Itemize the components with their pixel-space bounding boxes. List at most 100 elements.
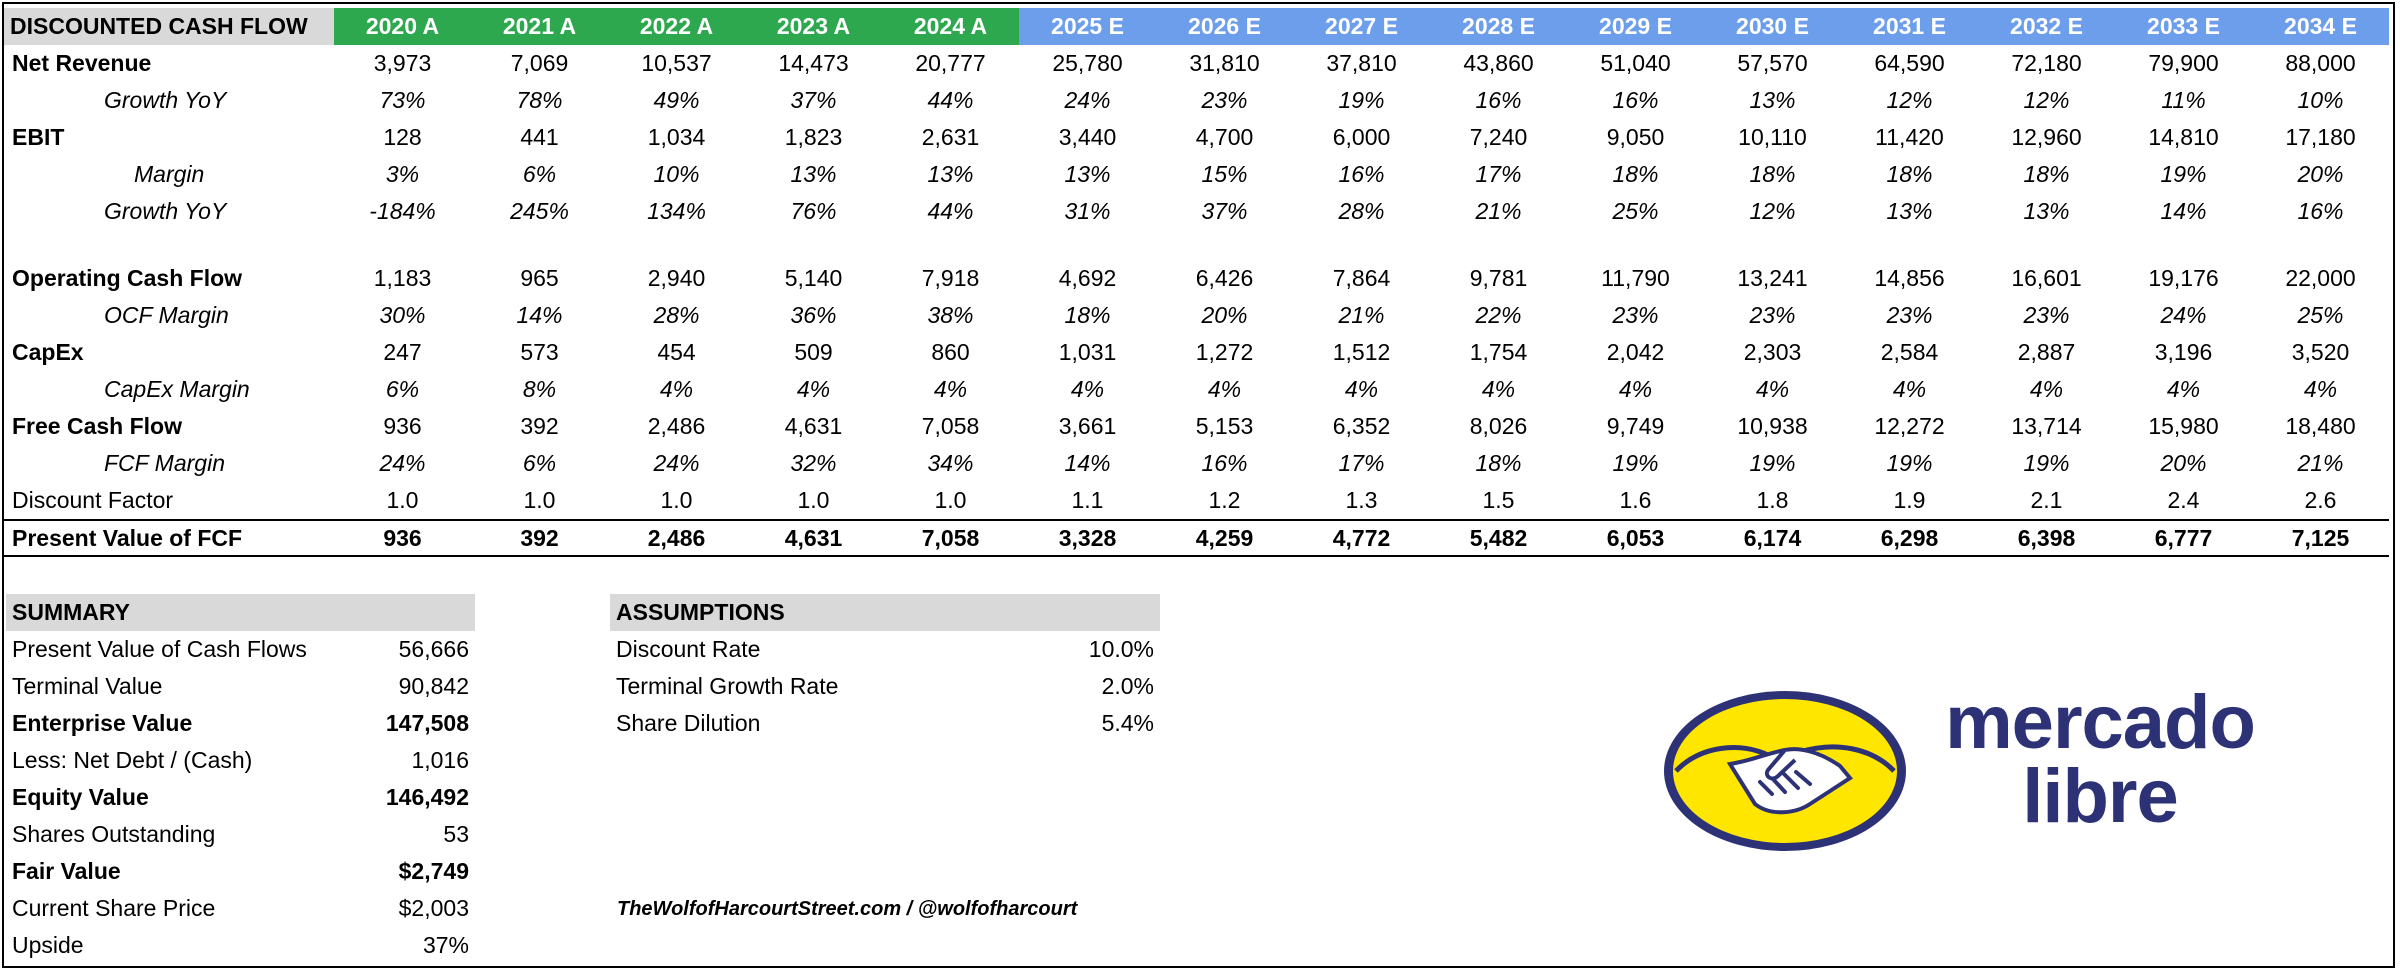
assumption-value: 2.0% [1101,673,1154,699]
value-cell: 6,352 [1332,413,1391,439]
row-label: OCF Margin [104,302,229,328]
value-cell: 3,328 [1019,519,1156,557]
summary-label: Equity Value [12,784,149,810]
summary-value: 147,508 [385,710,469,736]
value-cell: 12% [1886,87,1933,113]
value-cell: 25,780 [1052,50,1123,76]
spacer-row [4,230,2389,260]
value-cell: 19,176 [2148,265,2219,291]
value-cell: 4,772 [1293,519,1430,557]
value-cell: 2,631 [921,124,980,150]
summary-label: Terminal Value [12,673,163,699]
value-cell: 20% [2297,161,2344,187]
value-cell: 13% [927,161,974,187]
value-cell: 14,856 [1874,265,1945,291]
value-cell: 936 [383,413,422,439]
logo-line1: mercado [1945,680,2256,765]
value-cell: 23% [2023,302,2070,328]
year-header: 2032 E [1978,8,2115,45]
summary-label: Less: Net Debt / (Cash) [12,747,253,773]
handshake-emblem-icon [1664,691,1906,851]
value-cell: 17,180 [2285,124,2356,150]
value-cell: 18% [1475,450,1522,476]
value-cell: 13% [1886,198,1933,224]
value-cell: 23% [1201,87,1248,113]
summary-row: Shares Outstanding 53 [6,816,475,853]
value-cell: 2.6 [2304,487,2337,513]
year-header: 2020 A [334,8,471,45]
value-cell: 4,700 [1195,124,1254,150]
value-cell: 2.4 [2167,487,2200,513]
summary-value: 1,016 [411,747,469,773]
value-cell: 8,026 [1469,413,1528,439]
row-label: FCF Margin [104,450,225,476]
value-cell: 18% [1749,161,1796,187]
row-label: EBIT [12,124,65,150]
value-cell: 11% [2161,87,2206,113]
table-row: Free Cash Flow 936 392 2,486 4,631 7,058 3,661… [4,408,2389,445]
value-cell: 936 [334,519,471,557]
value-cell: 18% [1064,302,1111,328]
value-cell: 573 [520,339,559,365]
row-label: CapEx Margin [104,376,250,402]
value-cell: 14,473 [778,50,849,76]
logo-wordmark: mercado libre [1915,680,2285,835]
summary-label: Fair Value [12,858,121,884]
row-label: Present Value of FCF [4,519,334,557]
assumptions-title: ASSUMPTIONS [610,594,1160,631]
value-cell: 6,298 [1841,519,1978,557]
summary-value: 90,842 [398,673,469,699]
value-cell: 57,570 [1737,50,1808,76]
value-cell: 10,110 [1738,124,1807,150]
value-cell: 34% [927,450,974,476]
value-cell: 1.0 [386,487,419,513]
value-cell: 22,000 [2285,265,2356,291]
value-cell: 22% [1475,302,1522,328]
year-header: 2029 E [1567,8,1704,45]
value-cell: 13,714 [2011,413,2082,439]
value-cell: 4% [1618,376,1653,402]
value-cell: 51,040 [1600,50,1671,76]
value-cell: 441 [520,124,559,150]
value-cell: 10,938 [1737,413,1808,439]
value-cell: 7,058 [882,519,1019,557]
year-header: 2024 A [882,8,1019,45]
value-cell: 9,749 [1606,413,1665,439]
value-cell: 37% [790,87,837,113]
value-cell: 19% [2160,161,2207,187]
summary-row: Equity Value 146,492 [6,779,475,816]
value-cell: 5,140 [784,265,843,291]
value-cell: 3,520 [2291,339,2350,365]
table-row: Net Revenue 3,973 7,069 10,537 14,473 20,777 2… [4,45,2389,82]
table-row: OCF Margin 30% 14% 28% 36% 38% 18% 20% 21% 22% 23%… [4,297,2389,334]
value-cell: 1,034 [647,124,706,150]
value-cell: 6,398 [1978,519,2115,557]
value-cell: 14% [2160,198,2207,224]
summary-value: 37% [422,932,469,958]
value-cell: 1,823 [784,124,843,150]
value-cell: 64,590 [1874,50,1945,76]
value-cell: 860 [931,339,970,365]
value-cell: 15% [1201,161,1248,187]
assumption-row: Terminal Growth Rate 2.0% [610,668,1160,705]
value-cell: 2,887 [2017,339,2076,365]
value-cell: 16% [1475,87,1522,113]
value-cell: 24% [653,450,700,476]
value-cell: 19% [1338,87,1385,113]
value-cell: 10,537 [641,50,712,76]
value-cell: 36% [790,302,837,328]
value-cell: 4% [796,376,831,402]
value-cell: 1.0 [934,487,967,513]
table-row: Growth YoY -184% 245% 134% 76% 44% 31% 37% 28% 21… [4,193,2389,230]
value-cell: 18% [1612,161,1659,187]
value-cell: 21% [1475,198,1522,224]
summary-row: Current Share Price $2,003 [6,890,475,927]
value-cell: 1.0 [660,487,693,513]
row-label: Growth YoY [104,87,227,113]
value-cell: 38% [927,302,974,328]
value-cell: 2,584 [1880,339,1939,365]
value-cell: 44% [927,198,974,224]
value-cell: 6,777 [2115,519,2252,557]
value-cell: 7,069 [510,50,569,76]
assumption-row: Discount Rate 10.0% [610,631,1160,668]
